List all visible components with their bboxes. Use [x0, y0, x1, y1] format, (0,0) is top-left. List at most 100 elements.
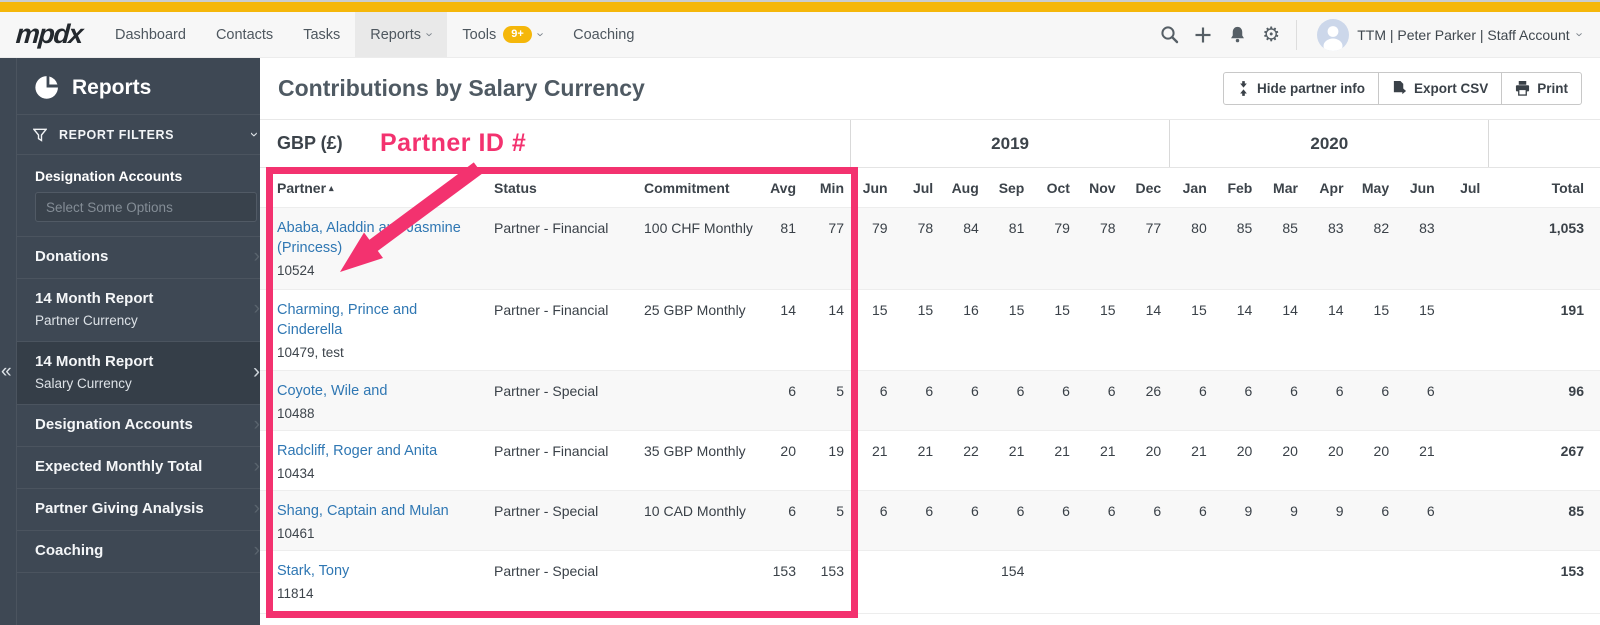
- month-value-cell: 6: [925, 383, 934, 399]
- notifications-bell-icon[interactable]: [1220, 25, 1254, 44]
- month-value-cell: 16: [963, 302, 979, 318]
- sidebar-item-14-month-report-partner-currency[interactable]: 14 Month Report Partner Currency ›: [17, 278, 273, 341]
- export-csv-button[interactable]: Export CSV: [1377, 72, 1503, 105]
- column-header-status[interactable]: Status: [494, 179, 537, 196]
- partner-link[interactable]: Shang, Captain and Mulan: [277, 503, 449, 519]
- column-header-total[interactable]: Total: [1551, 179, 1584, 196]
- month-value-cell: 6: [1426, 383, 1435, 399]
- add-icon[interactable]: [1186, 26, 1220, 44]
- sidebar-item-14-month-report-salary-currency[interactable]: 14 Month Report Salary Currency ›: [17, 341, 273, 404]
- month-column-header: Jul: [912, 179, 934, 196]
- search-icon[interactable]: [1152, 25, 1186, 44]
- month-value-cell: [1443, 431, 1489, 484]
- sidebar-item-designation-accounts[interactable]: Designation Accounts ›: [17, 404, 273, 446]
- commitment-cell: 10 CAD Monthly: [644, 503, 746, 519]
- partner-id: 10488: [277, 406, 315, 421]
- month-value-cell: 21: [872, 443, 888, 459]
- month-column-header: Nov: [1089, 179, 1116, 196]
- report-filters-label: REPORT FILTERS: [59, 127, 175, 142]
- min-cell: 5: [836, 503, 844, 519]
- column-header-min[interactable]: Min: [819, 179, 844, 196]
- printer-icon: [1516, 81, 1530, 96]
- mpdx-logo[interactable]: mpdx: [14, 19, 84, 49]
- column-header-avg[interactable]: Avg: [770, 179, 796, 196]
- nav-tools[interactable]: Tools 9+ ›: [447, 12, 558, 57]
- month-value-cell: 6: [970, 383, 979, 399]
- month-value-cell: [941, 551, 987, 604]
- sidebar-item-partner-giving-analysis[interactable]: Partner Giving Analysis ›: [17, 488, 273, 530]
- sidebar-item-label: Donations: [35, 248, 109, 265]
- navbar-right: ⚙ TTM | Peter Parker | Staff Account ›: [1152, 12, 1600, 57]
- month-value-cell: [850, 551, 896, 604]
- month-column-header: May: [1361, 179, 1390, 196]
- partner-link[interactable]: Ababa, Aladdin and Jasmine (Princess): [277, 220, 461, 256]
- chevron-right-icon: ›: [253, 298, 260, 320]
- nav-contacts[interactable]: Contacts: [201, 12, 288, 57]
- month-value-cell: 6: [1198, 503, 1207, 519]
- settings-gear-icon[interactable]: ⚙: [1262, 23, 1281, 46]
- print-button[interactable]: Print: [1501, 72, 1582, 105]
- top-navbar: mpdx Dashboard Contacts Tasks Reports › …: [0, 12, 1600, 58]
- table-body: Ababa, Aladdin and Jasmine (Princess) 105…: [260, 207, 1600, 614]
- partner-link[interactable]: Coyote, Wile and: [277, 383, 388, 399]
- partner-link[interactable]: Charming, Prince and Cinderella: [277, 302, 418, 338]
- status-cell: Partner - Special: [494, 563, 599, 579]
- month-value-cell: 6: [1062, 503, 1070, 519]
- status-cell: Partner - Special: [494, 503, 599, 519]
- month-value-cell: 6: [1107, 503, 1116, 519]
- status-cell: Partner - Financial: [494, 220, 609, 236]
- month-column-header: Apr: [1319, 179, 1344, 196]
- avg-cell: 6: [788, 503, 796, 519]
- column-header-partner[interactable]: Partner ▴: [260, 180, 494, 196]
- nav-dashboard[interactable]: Dashboard: [100, 12, 201, 57]
- designation-accounts-select[interactable]: [35, 192, 257, 222]
- total-cell: 85: [1568, 503, 1584, 519]
- month-column-header: Sep: [998, 179, 1025, 196]
- month-value-cell: [1443, 551, 1489, 604]
- sidebar-item-label: Coaching: [35, 542, 104, 559]
- nav-coaching[interactable]: Coaching: [558, 12, 649, 57]
- month-value-cell: 9: [1335, 503, 1344, 519]
- month-value-cell: 21: [1008, 443, 1025, 459]
- sidebar-item-donations[interactable]: Donations ›: [17, 236, 273, 278]
- sidebar-item-coaching[interactable]: Coaching ›: [17, 530, 273, 573]
- report-filters-toggle[interactable]: REPORT FILTERS ›: [17, 115, 273, 155]
- month-value-cell: 9: [1290, 503, 1298, 519]
- month-value-cell: 14: [1236, 302, 1253, 318]
- column-header-commitment[interactable]: Commitment: [644, 179, 730, 196]
- month-value-cell: [1443, 371, 1489, 424]
- partner-link[interactable]: Radcliff, Roger and Anita: [277, 443, 438, 459]
- collapse-sidebar-icon[interactable]: «: [1, 361, 12, 382]
- currency-label: GBP (£): [277, 133, 343, 153]
- sidebar-item-expected-monthly-total[interactable]: Expected Monthly Total ›: [17, 446, 273, 488]
- month-value-cell: 21: [1419, 443, 1435, 459]
- month-value-cell: [1032, 551, 1078, 604]
- partner-link[interactable]: Stark, Tony: [277, 563, 350, 579]
- chevron-down-icon: ›: [533, 32, 549, 37]
- month-value-cell: 77: [1145, 220, 1162, 236]
- sidebar-collapse-strip[interactable]: «: [0, 58, 17, 625]
- table-row: Stark, Tony 11814 Partner - Special 153 153 1…: [260, 550, 1600, 614]
- month-value-cell: 154: [1001, 563, 1025, 579]
- account-menu[interactable]: TTM | Peter Parker | Staff Account ›: [1309, 18, 1587, 51]
- month-value-cell: [1260, 551, 1306, 604]
- nav-reports[interactable]: Reports ›: [355, 12, 448, 57]
- month-value-cell: 14: [1327, 302, 1344, 318]
- sort-asc-icon: ▴: [329, 182, 334, 193]
- table-row: Shang, Captain and Mulan 10461 Partner - S…: [260, 490, 1600, 550]
- currency-header: GBP (£) Partner ID #: [260, 120, 850, 167]
- month-value-cell: 83: [1419, 220, 1435, 236]
- button-label: Print: [1537, 81, 1568, 96]
- total-cell: 96: [1568, 383, 1584, 399]
- account-name: TTM | Peter Parker | Staff Account: [1357, 26, 1570, 43]
- avatar: [1317, 18, 1350, 51]
- sidebar-item-sublabel: Salary Currency: [35, 376, 132, 391]
- chevron-down-icon: ›: [422, 32, 438, 37]
- status-cell: Partner - Special: [494, 383, 599, 399]
- nav-tasks[interactable]: Tasks: [288, 12, 355, 57]
- month-value-cell: [1215, 551, 1261, 604]
- month-value-cell: 79: [1054, 220, 1070, 236]
- partner-id: 10461: [277, 526, 315, 541]
- hide-partner-info-button[interactable]: Hide partner info: [1222, 72, 1379, 105]
